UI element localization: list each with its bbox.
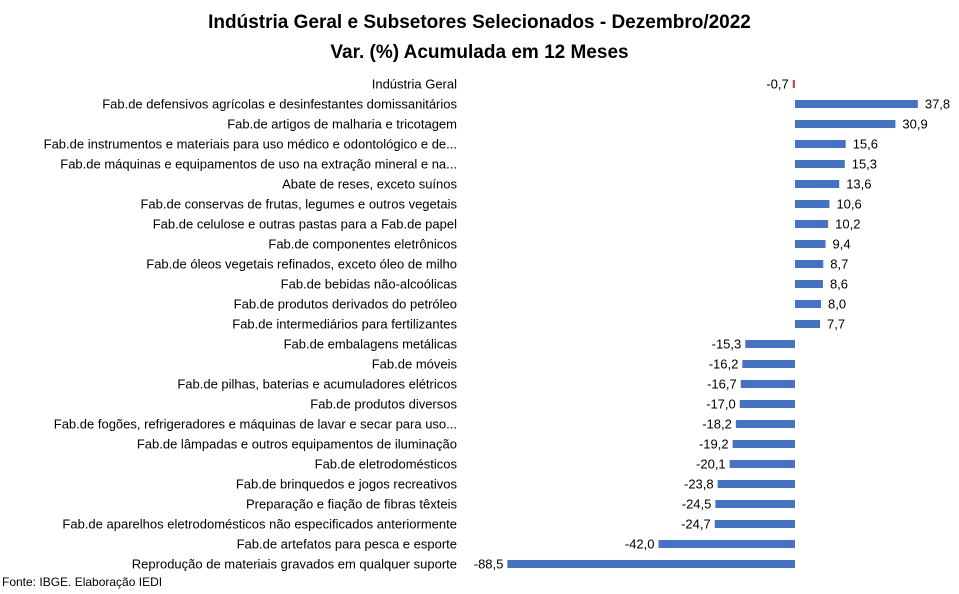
data-label: 9,4 [833, 237, 851, 252]
data-label: -24,5 [682, 497, 712, 512]
data-label: 10,2 [835, 217, 860, 232]
category-label: Fab.de pilhas, baterias e acumuladores e… [177, 377, 457, 392]
category-label: Fab.de móveis [372, 357, 458, 372]
category-label: Fab.de máquinas e equipamentos de uso na… [60, 157, 457, 172]
data-label: 8,0 [828, 297, 846, 312]
bar [740, 380, 795, 388]
source-note: Fonte: IBGE. Elaboração IEDI [2, 575, 163, 589]
bar [739, 400, 795, 408]
data-label: -20,1 [696, 457, 726, 472]
category-label: Preparação e fiação de fibras têxteis [246, 497, 458, 512]
bar [795, 280, 823, 288]
bar [715, 500, 795, 508]
bar [792, 80, 795, 88]
category-label: Fab.de embalagens metálicas [284, 337, 458, 352]
data-label: -16,7 [707, 377, 737, 392]
category-label: Fab.de artefatos para pesca e esporte [237, 537, 457, 552]
bar [795, 160, 845, 168]
data-label: -24,7 [681, 517, 711, 532]
category-label: Fab.de eletrodomésticos [315, 457, 458, 472]
bar [795, 220, 829, 228]
category-label: Fab.de aparelhos eletrodomésticos não es… [62, 517, 457, 532]
data-label: 30,9 [902, 117, 927, 132]
bar [795, 120, 896, 128]
data-label: -16,2 [709, 357, 739, 372]
bar [795, 260, 824, 268]
data-label: -42,0 [625, 537, 655, 552]
category-label: Fab.de instrumentos e materiais para uso… [44, 137, 457, 152]
chart-title: Indústria Geral e Subsetores Selecionado… [208, 12, 751, 33]
data-label: 15,6 [853, 137, 878, 152]
category-label: Fab.de bebidas não-alcoólicas [281, 277, 458, 292]
bar [507, 560, 795, 568]
bar [717, 480, 795, 488]
bar [795, 100, 918, 108]
data-label: -88,5 [474, 557, 504, 572]
data-label: -18,2 [702, 417, 732, 432]
data-label: -0,7 [766, 77, 788, 92]
category-label: Fab.de intermediários para fertilizantes [232, 317, 457, 332]
category-label: Abate de reses, exceto suínos [282, 177, 457, 192]
data-label: -19,2 [699, 437, 729, 452]
data-label: 37,8 [925, 97, 950, 112]
data-label: 15,3 [852, 157, 877, 172]
data-label: 8,7 [830, 257, 848, 272]
category-label: Fab.de componentes eletrônicos [268, 237, 457, 252]
category-label: Fab.de produtos derivados do petróleo [234, 297, 457, 312]
category-label: Fab.de celulose e outras pastas para a F… [153, 217, 457, 232]
data-label: 10,6 [836, 197, 861, 212]
category-label: Fab.de artigos de malharia e tricotagem [227, 117, 457, 132]
category-label: Indústria Geral [372, 77, 457, 92]
category-label: Reprodução de materiais gravados em qual… [132, 557, 457, 572]
category-label: Fab.de defensivos agrícolas e desinfesta… [102, 97, 457, 112]
category-label: Fab.de fogões, refrigeradores e máquinas… [54, 417, 457, 432]
bar [714, 520, 795, 528]
bar [795, 320, 821, 328]
bar [795, 200, 830, 208]
data-label: 8,6 [830, 277, 848, 292]
category-label: Fab.de óleos vegetais refinados, exceto … [146, 257, 457, 272]
bar [658, 540, 795, 548]
data-label: -17,0 [706, 397, 736, 412]
data-label: 13,6 [846, 177, 871, 192]
bar [795, 240, 826, 248]
data-label: -23,8 [684, 477, 714, 492]
bar [729, 460, 795, 468]
category-label: Fab.de brinquedos e jogos recreativos [236, 477, 458, 492]
bar [745, 340, 795, 348]
chart-subtitle: Var. (%) Acumulada em 12 Meses [330, 42, 629, 63]
bar [795, 180, 840, 188]
category-label: Fab.de lâmpadas e outros equipamentos de… [137, 437, 457, 452]
bar [732, 440, 795, 448]
category-label: Fab.de conservas de frutas, legumes e ou… [140, 197, 457, 212]
data-label: -15,3 [712, 337, 742, 352]
bar [735, 420, 795, 428]
category-label: Fab.de produtos diversos [310, 397, 457, 412]
data-label: 7,7 [827, 317, 845, 332]
bar [795, 300, 821, 308]
bar [742, 360, 795, 368]
bar [795, 140, 846, 148]
